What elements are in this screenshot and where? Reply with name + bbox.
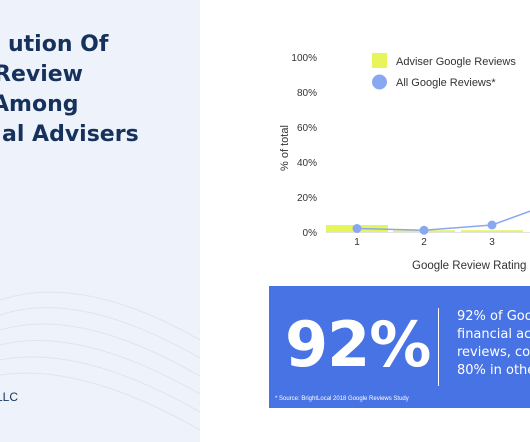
title-line-2: Review (0, 62, 83, 87)
stat-line-2: financial ac (457, 327, 530, 342)
adviser-bar (461, 230, 523, 232)
rating-distribution-chart: 0% 20% 40% 60% 80% 100% 1 2 3 % of total Google… (279, 53, 530, 272)
stat-description: 92% of Goo financial ac reviews, co 80% … (457, 308, 530, 380)
legend-swatch-adviser (372, 53, 387, 68)
all-reviews-point (419, 225, 429, 235)
stat-source: * Source: BrightLocal 2018 Google Review… (275, 396, 409, 402)
x-axis-label: Google Review Rating (412, 260, 526, 272)
legend-swatch-all (372, 74, 387, 90)
x-axis-ticks: 1 2 3 (354, 237, 495, 248)
y-tick-label: 40% (297, 158, 317, 169)
all-reviews-point (487, 220, 497, 230)
stat-divider (438, 308, 439, 386)
stat-big-number: 92% (285, 308, 431, 381)
all-reviews-line (352, 210, 530, 235)
all-reviews-point (352, 224, 362, 233)
y-tick-label: 20% (297, 193, 317, 204)
y-axis-ticks: 0% 20% 40% 60% 80% 100% (291, 53, 317, 239)
x-tick-label: 1 (354, 237, 360, 248)
stat-line-3: reviews, co (457, 345, 530, 360)
page-title: ution Of Review Among al Advisers (0, 30, 200, 150)
x-tick-label: 3 (489, 237, 495, 248)
title-line-4: al Advisers (2, 122, 139, 147)
all-reviews-line-path (356, 210, 530, 232)
y-axis-label: % of total (279, 125, 291, 171)
decorative-waves (0, 291, 200, 431)
title-line-1: ution Of (8, 32, 109, 57)
y-tick-label: 80% (297, 88, 317, 99)
left-panel: ution Of Review Among al Advisers LLC (0, 0, 200, 442)
y-tick-label: 100% (291, 53, 317, 64)
y-tick-label: 0% (303, 228, 318, 239)
stat-line-1: 92% of Goo (457, 309, 530, 324)
footer-brand: LLC (0, 390, 19, 404)
stat-line-4: 80% in othe (457, 363, 530, 378)
stat-callout: 92% 92% of Goo financial ac reviews, co … (269, 286, 530, 408)
y-tick-label: 60% (297, 123, 317, 134)
legend-label-adviser: Adviser Google Reviews (396, 56, 516, 68)
title-line-3: Among (0, 92, 79, 117)
x-tick-label: 2 (421, 237, 427, 248)
legend-label-all: All Google Reviews* (396, 77, 496, 89)
chart-legend: Adviser Google Reviews All Google Reviews… (372, 53, 516, 90)
